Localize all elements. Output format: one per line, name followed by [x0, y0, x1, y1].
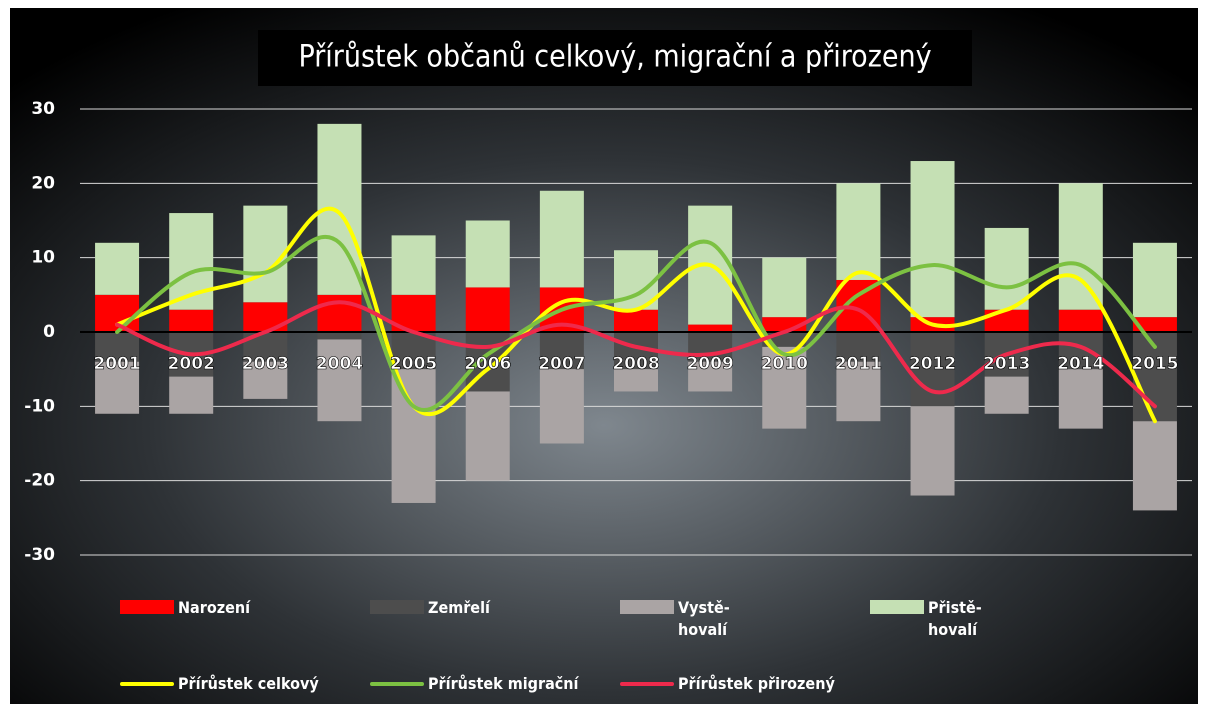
- bar: [391, 369, 436, 503]
- bar: [1058, 309, 1103, 332]
- bar: [836, 361, 881, 422]
- bar: [762, 257, 807, 318]
- x-tick-label: 2005: [390, 354, 437, 374]
- bar: [95, 242, 140, 295]
- bar: [984, 227, 1029, 310]
- bar: [688, 324, 733, 332]
- y-tick-label: -30: [24, 545, 55, 565]
- bar: [836, 183, 881, 280]
- bar: [1058, 369, 1103, 429]
- bar: [614, 309, 658, 332]
- bar: [910, 161, 955, 318]
- bar: [984, 376, 1029, 414]
- x-tick-label: 2004: [316, 354, 363, 374]
- x-tick-label: 2014: [1057, 354, 1104, 374]
- bar: [317, 339, 362, 422]
- chart-title: Přírůstek občanů celkový, migrační a při…: [298, 40, 931, 75]
- x-tick-label: 2011: [835, 354, 882, 374]
- bar: [762, 346, 807, 429]
- y-tick-label: 0: [43, 322, 55, 342]
- bar: [95, 332, 140, 362]
- line-series: [115, 234, 1157, 412]
- x-tick-label: 2007: [538, 354, 585, 374]
- y-tick-label: -20: [24, 471, 55, 491]
- bar: [465, 220, 510, 288]
- x-tick-label: 2003: [242, 354, 289, 374]
- bar: [910, 406, 955, 496]
- x-tick-label: 2015: [1131, 354, 1178, 374]
- line-series: [115, 206, 1157, 424]
- y-tick-label: -10: [24, 396, 55, 416]
- bar: [539, 332, 584, 370]
- bar: [169, 309, 214, 332]
- bar: [1058, 332, 1103, 370]
- bar: [95, 361, 140, 414]
- bar: [243, 205, 288, 303]
- bar: [614, 369, 658, 392]
- x-tick-label: 2006: [464, 354, 511, 374]
- x-tick-label: 2012: [909, 354, 956, 374]
- y-tick-label: 20: [31, 173, 55, 193]
- bar: [1132, 242, 1177, 318]
- bar: [465, 287, 510, 332]
- bar: [1132, 317, 1177, 332]
- bar: [910, 332, 955, 407]
- bar: [243, 361, 288, 399]
- y-tick-label: 30: [31, 99, 55, 119]
- x-tick-label: 2001: [93, 354, 140, 374]
- bar: [1132, 421, 1177, 511]
- bar: [836, 332, 881, 362]
- bar: [1058, 183, 1103, 310]
- line-series: [115, 300, 1157, 409]
- bar: [465, 391, 510, 481]
- title-box: [258, 30, 972, 86]
- bar: [688, 361, 733, 392]
- bar: [169, 376, 214, 414]
- bar: [539, 369, 584, 444]
- bar: [391, 235, 436, 295]
- x-tick-label: 2009: [686, 354, 733, 374]
- bar: [539, 190, 584, 288]
- x-tick-label: 2010: [761, 354, 808, 374]
- bar: [317, 332, 362, 340]
- x-tick-label: 2013: [983, 354, 1030, 374]
- y-tick-label: 10: [31, 248, 55, 268]
- x-tick-label: 2002: [168, 354, 215, 374]
- x-tick-label: 2008: [612, 354, 659, 374]
- bar: [243, 302, 288, 332]
